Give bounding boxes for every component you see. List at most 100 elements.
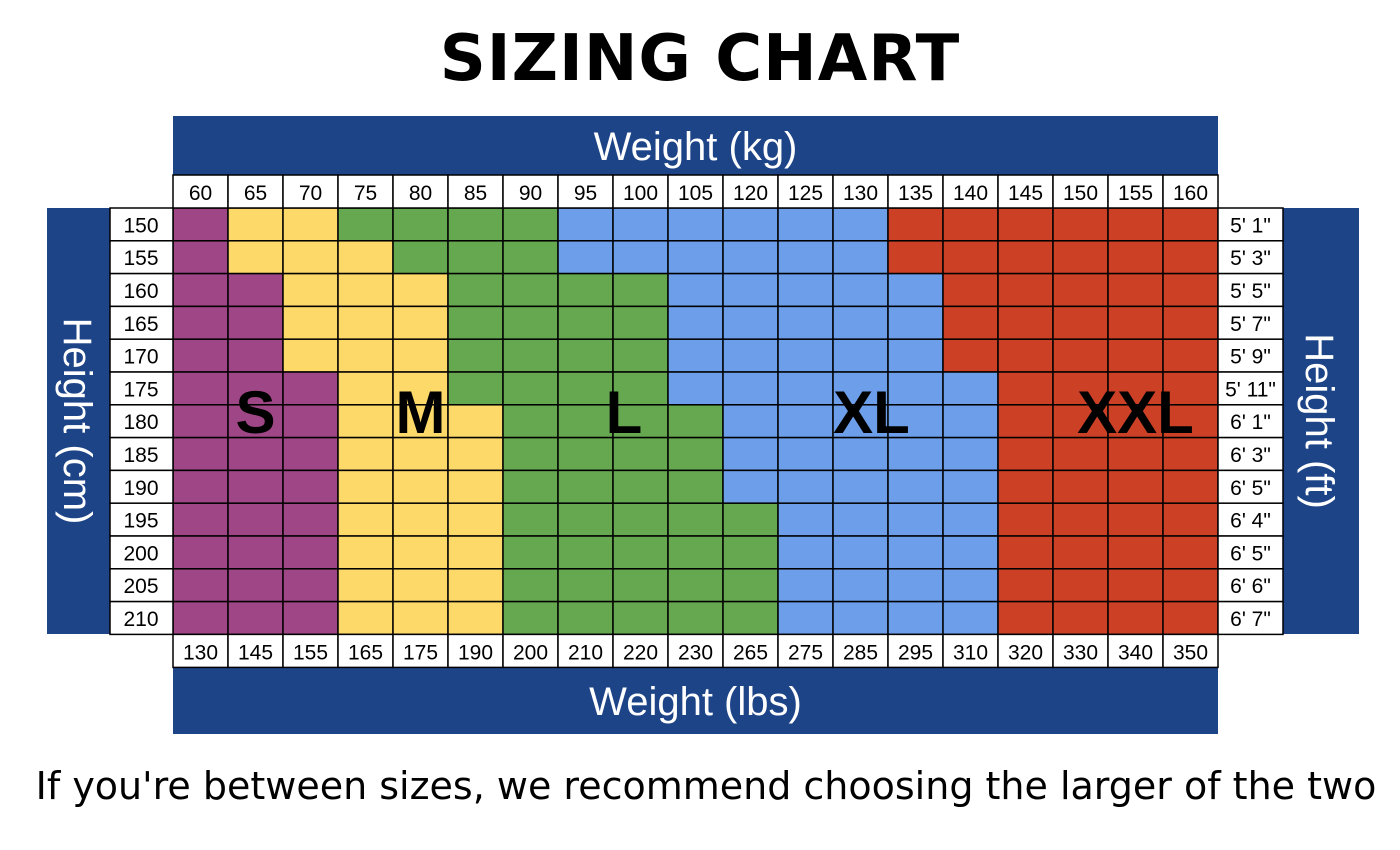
grid-cell (172, 436, 229, 472)
grid-cell (1162, 600, 1219, 636)
grid-cell (1162, 502, 1219, 537)
y-tick-ft: 6' 7" (1230, 608, 1271, 631)
x-tick-kg: 160 (1173, 182, 1208, 205)
bottom-banner (173, 667, 1218, 734)
grid-cell (1162, 240, 1219, 275)
x-tick-kg: 145 (1008, 182, 1043, 205)
grid-cell (447, 502, 504, 537)
grid-cell (997, 272, 1054, 308)
x-tick-kg-box (722, 174, 779, 209)
grid-cell (227, 305, 284, 340)
y-tick-ft-box (1217, 338, 1284, 373)
grid-cell (557, 404, 614, 439)
grid-cell (282, 305, 339, 340)
x-tick-lbs: 320 (1008, 641, 1043, 664)
grid-cell (887, 600, 944, 636)
grid-cell (282, 240, 339, 275)
grid-cell (942, 535, 999, 570)
y-tick-ft-box (1217, 502, 1284, 537)
x-tick-lbs: 265 (733, 641, 768, 664)
grid-cell (227, 338, 284, 373)
grid-cell (172, 502, 229, 537)
grid-cell (447, 469, 504, 504)
grid-cell (502, 207, 559, 242)
right-banner (1283, 208, 1359, 634)
grid-cell (1162, 338, 1219, 373)
chart-banners (47, 116, 1359, 734)
y-tick-ft: 6' 6" (1230, 575, 1271, 598)
grid-cell (502, 436, 559, 472)
grid-cell (557, 240, 614, 275)
grid-cell (1052, 305, 1109, 340)
grid-cell (502, 338, 559, 373)
y-tick-cm: 195 (123, 510, 158, 533)
grid-cell (722, 568, 779, 603)
grid-cell (832, 600, 889, 636)
y-tick-cm-box (109, 305, 174, 340)
grid-cell (777, 305, 834, 340)
grid-cell (502, 305, 559, 340)
grid-cell (777, 404, 834, 439)
x-tick-kg: 140 (953, 182, 988, 205)
grid-cell (777, 240, 834, 275)
grid-cell (777, 338, 834, 373)
grid-cell (667, 436, 724, 472)
x-tick-lbs: 285 (843, 641, 878, 664)
y-tick-ft-box (1217, 436, 1284, 472)
left-banner (47, 208, 110, 634)
grid-cell (392, 568, 449, 603)
x-tick-lbs-box (557, 633, 614, 669)
grid-cell (227, 371, 284, 406)
x-tick-kg: 80 (409, 182, 432, 205)
grid-cell (392, 240, 449, 275)
grid-cell (227, 240, 284, 275)
x-tick-kg: 75 (354, 182, 377, 205)
grid-cell (777, 469, 834, 504)
x-tick-lbs: 155 (293, 641, 328, 664)
x-tick-kg: 100 (623, 182, 658, 205)
y-tick-ft-box (1217, 535, 1284, 570)
grid-cell (1107, 404, 1164, 439)
grid-cell (777, 600, 834, 636)
grid-cell (942, 568, 999, 603)
x-tick-lbs: 165 (348, 641, 383, 664)
y-tick-cm-box (109, 436, 174, 472)
grid-cell (282, 502, 339, 537)
grid-cell (557, 272, 614, 308)
grid-cell (392, 436, 449, 472)
grid-cell (1162, 272, 1219, 308)
grid-cell (667, 240, 724, 275)
grid-cell (1162, 404, 1219, 439)
grid-cell (1107, 207, 1164, 242)
grid-cell (392, 207, 449, 242)
grid-cell (942, 404, 999, 439)
x-tick-kg-box (887, 174, 944, 209)
grid-cell (172, 404, 229, 439)
grid-cell (832, 207, 889, 242)
grid-cell (667, 502, 724, 537)
grid-cell (667, 568, 724, 603)
grid-cell (887, 469, 944, 504)
y-tick-cm-box (109, 502, 174, 537)
grid-cell (172, 272, 229, 308)
grid-cell (997, 305, 1054, 340)
grid-cell (392, 338, 449, 373)
x-tick-lbs-box (392, 633, 449, 669)
grid-cell (942, 240, 999, 275)
grid-cell (1052, 272, 1109, 308)
grid-cell (557, 207, 614, 242)
grid-cell (282, 207, 339, 242)
grid-cell (282, 404, 339, 439)
grid-cell (172, 305, 229, 340)
y-tick-ft: 6' 5" (1230, 477, 1271, 500)
grid-cell (502, 568, 559, 603)
grid-cell (777, 568, 834, 603)
y-tick-cm: 205 (123, 575, 158, 598)
grid-cell (722, 436, 779, 472)
grid-cell (227, 568, 284, 603)
grid-cell (832, 436, 889, 472)
grid-cell (667, 404, 724, 439)
grid-cell (942, 469, 999, 504)
grid-cell (997, 436, 1054, 472)
size-label-s: S (235, 379, 275, 446)
